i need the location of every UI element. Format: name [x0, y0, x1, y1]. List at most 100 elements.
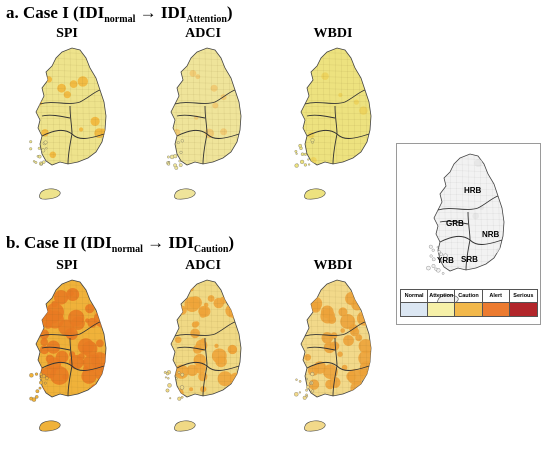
island — [178, 163, 183, 167]
island — [173, 163, 177, 168]
island — [443, 253, 448, 258]
island — [310, 372, 315, 377]
island — [167, 155, 170, 159]
panel-label-a-spi: SPI — [56, 26, 78, 41]
drought-patch — [77, 338, 94, 355]
korea-map-case-one-adci — [166, 47, 242, 200]
drought-patch — [36, 92, 43, 99]
district-line — [370, 48, 371, 165]
island — [305, 388, 308, 392]
basin-boundary — [176, 346, 206, 351]
case-two-sub-level: Caution — [193, 244, 229, 255]
jeju-island — [39, 420, 61, 432]
district-line — [434, 223, 504, 227]
legend-item-caution: Caution — [455, 290, 483, 316]
island — [178, 159, 181, 163]
legend-item-attention: Attention — [428, 290, 456, 316]
district-line — [434, 229, 504, 233]
district-line — [171, 87, 241, 91]
drought-patch — [90, 116, 100, 126]
island — [43, 140, 48, 145]
island — [431, 264, 436, 268]
korea-map-case-two-spi — [29, 279, 107, 432]
drought-patch — [359, 106, 368, 115]
district-line — [434, 154, 435, 271]
drought-patch — [357, 61, 365, 69]
korea-map-case-one-wbdi — [294, 47, 372, 200]
basin-boundary — [174, 89, 236, 105]
island — [179, 385, 185, 390]
basin-boundary — [465, 211, 471, 271]
district-line — [171, 48, 172, 165]
island — [165, 388, 170, 393]
district-line — [301, 129, 371, 133]
legend-swatch-normal — [401, 303, 428, 316]
drought-patch — [191, 321, 199, 328]
island — [175, 377, 178, 380]
drought-patch — [472, 212, 479, 220]
island — [45, 147, 48, 150]
district-line — [198, 48, 202, 165]
district-line — [171, 129, 241, 133]
island — [437, 250, 441, 254]
district-line — [301, 319, 371, 323]
district-line — [301, 99, 371, 103]
district-line — [36, 280, 37, 397]
drought-patch — [232, 151, 240, 159]
district-line — [36, 135, 106, 139]
drought-patch — [51, 300, 58, 308]
legend-label-caution: Caution — [455, 290, 482, 303]
island — [39, 372, 43, 376]
district-line — [434, 235, 504, 239]
drought-patch — [174, 364, 189, 379]
drought-patch — [49, 151, 57, 159]
drought-patch — [343, 335, 354, 346]
jeju-island — [174, 420, 196, 432]
drought-patch — [189, 70, 197, 77]
drought-patch — [39, 280, 55, 295]
drought-patch — [46, 290, 54, 297]
drought-patch — [87, 317, 98, 328]
island — [298, 391, 301, 394]
district-line — [473, 154, 477, 271]
drought-patch — [50, 366, 69, 385]
jeju-island — [174, 188, 196, 200]
island — [426, 265, 431, 271]
drought-patch — [338, 92, 343, 98]
case-two-sub-normal: normal — [111, 244, 143, 255]
district-line — [301, 135, 371, 139]
district-line — [186, 280, 190, 397]
island — [173, 154, 178, 159]
island — [35, 389, 40, 394]
drought-patch — [337, 351, 343, 357]
drought-patch — [90, 384, 101, 394]
district-line — [328, 48, 332, 165]
district-line — [171, 99, 241, 103]
island — [306, 385, 310, 389]
drought-patch — [65, 328, 75, 339]
district-line — [240, 48, 241, 165]
drought-patch — [189, 296, 202, 309]
severity-legend: Normal Attention Caution Alert Serious — [400, 289, 538, 317]
basin-boundary — [67, 337, 73, 397]
island — [37, 146, 41, 150]
drought-patch — [304, 281, 318, 294]
panel-label-a-adci: ADCI — [185, 26, 221, 41]
island — [311, 389, 315, 393]
drought-patch — [53, 290, 69, 305]
district-line — [301, 331, 371, 335]
drought-patch — [45, 354, 55, 363]
island — [431, 248, 435, 252]
district-line — [36, 117, 106, 121]
case-one-sub-normal: normal — [104, 14, 136, 25]
island — [177, 396, 182, 401]
drought-patch — [68, 309, 85, 326]
district-line — [352, 48, 356, 165]
district-line — [57, 280, 61, 397]
district-line — [36, 147, 106, 151]
drought-patch — [220, 128, 228, 136]
district-line — [81, 280, 85, 397]
drought-patch — [321, 72, 329, 80]
basin-label-hrb: HRB — [464, 186, 482, 195]
district-line — [352, 280, 356, 397]
